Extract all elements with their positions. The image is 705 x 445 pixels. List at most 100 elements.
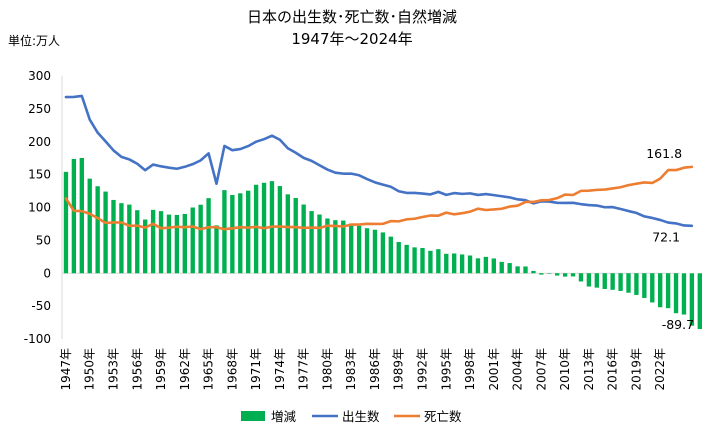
bar-natural-change	[626, 273, 631, 293]
bar-natural-change	[277, 186, 283, 274]
bar-natural-change	[570, 273, 576, 277]
bar-natural-change	[515, 266, 520, 274]
bar-natural-change	[285, 194, 290, 274]
bar-natural-change	[665, 273, 671, 309]
bar-natural-change	[87, 178, 92, 274]
bar-natural-change	[475, 258, 481, 274]
y-tick-label: -100	[24, 332, 51, 346]
bar-natural-change	[452, 253, 457, 274]
bar-natural-change	[356, 225, 362, 274]
x-tick-label: 1971年	[249, 348, 263, 391]
bar-natural-change	[594, 273, 599, 288]
bar-natural-change	[658, 273, 663, 308]
legend-label: 死亡数	[424, 409, 462, 424]
bar-natural-change	[404, 244, 409, 274]
y-tick-label: -50	[31, 299, 51, 313]
x-tick-label: 2004年	[511, 348, 525, 391]
legend-item-deaths: 死亡数	[394, 409, 462, 424]
bar-natural-change	[396, 242, 401, 274]
x-tick-label: 1977年	[297, 348, 311, 391]
x-tick-label: 1992年	[416, 348, 430, 391]
bar-natural-change	[507, 263, 512, 274]
bar-natural-change	[539, 273, 544, 275]
x-tick-label: 1983年	[344, 348, 358, 391]
bar-natural-change	[349, 223, 354, 274]
chart-subtitle: 1947年～2024年	[291, 30, 412, 48]
bar-natural-change	[143, 219, 148, 274]
bar-natural-change	[459, 254, 465, 274]
bar-natural-change	[547, 273, 552, 274]
bar-natural-change	[71, 158, 77, 274]
legend-item-births: 出生数	[312, 409, 380, 424]
line-deaths	[64, 165, 694, 231]
bar-natural-change	[420, 248, 425, 274]
x-tick-label: 1965年	[202, 348, 216, 391]
data-label-change-end: -89.7	[662, 317, 694, 332]
y-tick-label: 0	[43, 266, 51, 280]
bar-natural-change	[650, 273, 655, 303]
bar-natural-change	[499, 261, 504, 274]
x-tick-label: 1959年	[154, 348, 168, 391]
bar-natural-change	[190, 207, 195, 274]
bar-natural-change	[428, 250, 433, 274]
bar-natural-change	[578, 273, 584, 282]
x-tick-label: 2016年	[606, 348, 620, 391]
y-tick-label: 250	[28, 102, 51, 116]
bar-natural-change	[491, 258, 496, 274]
bar-natural-change	[166, 214, 172, 274]
x-tick-label: 1962年	[178, 348, 192, 391]
bar-natural-change	[388, 236, 393, 274]
y-tick-label: 150	[28, 168, 51, 182]
y-tick-label: 200	[28, 135, 51, 149]
x-tick-label: 2007年	[534, 348, 548, 391]
x-tick-label: 2013年	[582, 348, 596, 391]
data-label-deaths-end: 161.8	[646, 146, 682, 161]
bar-natural-change	[174, 214, 180, 274]
bar-natural-change	[63, 171, 69, 274]
legend-item-change: 増減	[241, 409, 297, 424]
x-tick-label: 1968年	[225, 348, 239, 391]
bar-natural-change	[467, 255, 473, 274]
bar-natural-change	[158, 211, 164, 274]
legend: 増減 出生数 死亡数	[241, 409, 462, 424]
x-tick-label: 1995年	[439, 348, 453, 391]
chart-title: 日本の出生数･死亡数･自然増減	[247, 8, 457, 26]
legend-label: 増減	[271, 409, 297, 424]
bar-natural-change	[380, 232, 386, 274]
plot-area: 300 250 200 150 100 50 0 -50 -100 72.1 161.8 -89.7 1…	[24, 69, 702, 391]
x-tick-label: 2010年	[558, 348, 572, 391]
x-tick-label: 1998年	[463, 348, 477, 391]
bar-natural-change	[341, 220, 346, 274]
bar-natural-change	[317, 214, 322, 274]
data-label-births-end: 72.1	[652, 229, 680, 244]
bar-natural-change	[111, 199, 116, 274]
y-tick-label: 50	[36, 233, 51, 247]
x-tick-label: 1980年	[320, 348, 334, 391]
bar-natural-change	[246, 190, 251, 274]
bar-natural-change	[333, 220, 338, 274]
x-tick-label: 2022年	[653, 348, 667, 391]
bar-natural-change	[436, 249, 441, 274]
bar-natural-change	[95, 186, 100, 274]
bar-natural-change	[222, 190, 227, 274]
bar-natural-change	[206, 198, 211, 274]
x-tick-label: 1974年	[273, 348, 287, 391]
x-tick-label: 1950年	[83, 348, 97, 391]
y-tick-label: 100	[28, 201, 51, 215]
bar-natural-change	[681, 273, 687, 315]
bar-natural-change	[444, 253, 449, 274]
bar-natural-change	[309, 211, 314, 274]
legend-swatch	[241, 411, 265, 421]
bar-natural-change	[364, 228, 370, 274]
bar-natural-change	[602, 273, 607, 289]
bar-natural-change	[238, 193, 243, 274]
bar-natural-change	[642, 273, 647, 298]
x-tick-label: 1947年	[59, 348, 73, 391]
x-tick-label: 1956年	[130, 348, 144, 391]
line-births	[64, 94, 694, 228]
bar-natural-change	[562, 273, 568, 277]
bar-natural-change	[127, 204, 132, 274]
bar-natural-change	[523, 266, 528, 274]
